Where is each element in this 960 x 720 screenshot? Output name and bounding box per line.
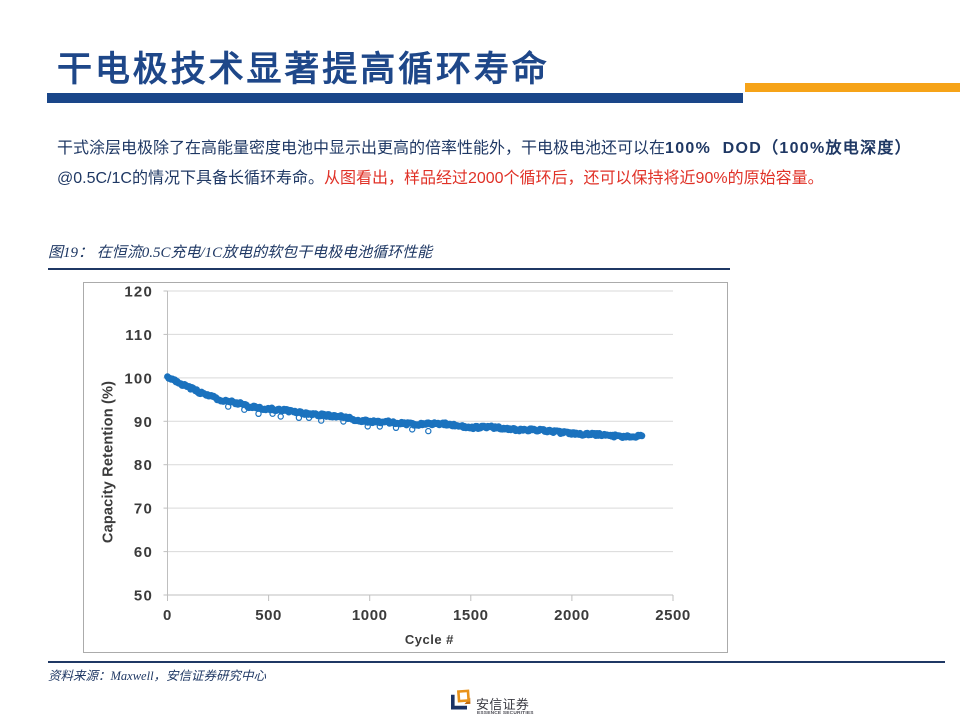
svg-text:50: 50 (134, 588, 153, 605)
svg-text:1000: 1000 (352, 607, 388, 624)
svg-text:Cycle #: Cycle # (405, 632, 454, 647)
svg-text:Capacity Retention (%): Capacity Retention (%) (101, 381, 117, 543)
svg-text:70: 70 (134, 501, 153, 518)
svg-text:100: 100 (124, 370, 153, 387)
svg-text:500: 500 (255, 607, 282, 624)
svg-text:1500: 1500 (453, 607, 489, 624)
svg-text:0: 0 (163, 607, 172, 624)
svg-text:110: 110 (125, 327, 153, 344)
svg-text:2500: 2500 (655, 607, 691, 624)
svg-text:90: 90 (134, 414, 153, 431)
svg-text:60: 60 (134, 544, 153, 561)
svg-text:120: 120 (124, 284, 153, 301)
svg-text:2000: 2000 (554, 607, 590, 624)
svg-text:80: 80 (134, 457, 153, 474)
